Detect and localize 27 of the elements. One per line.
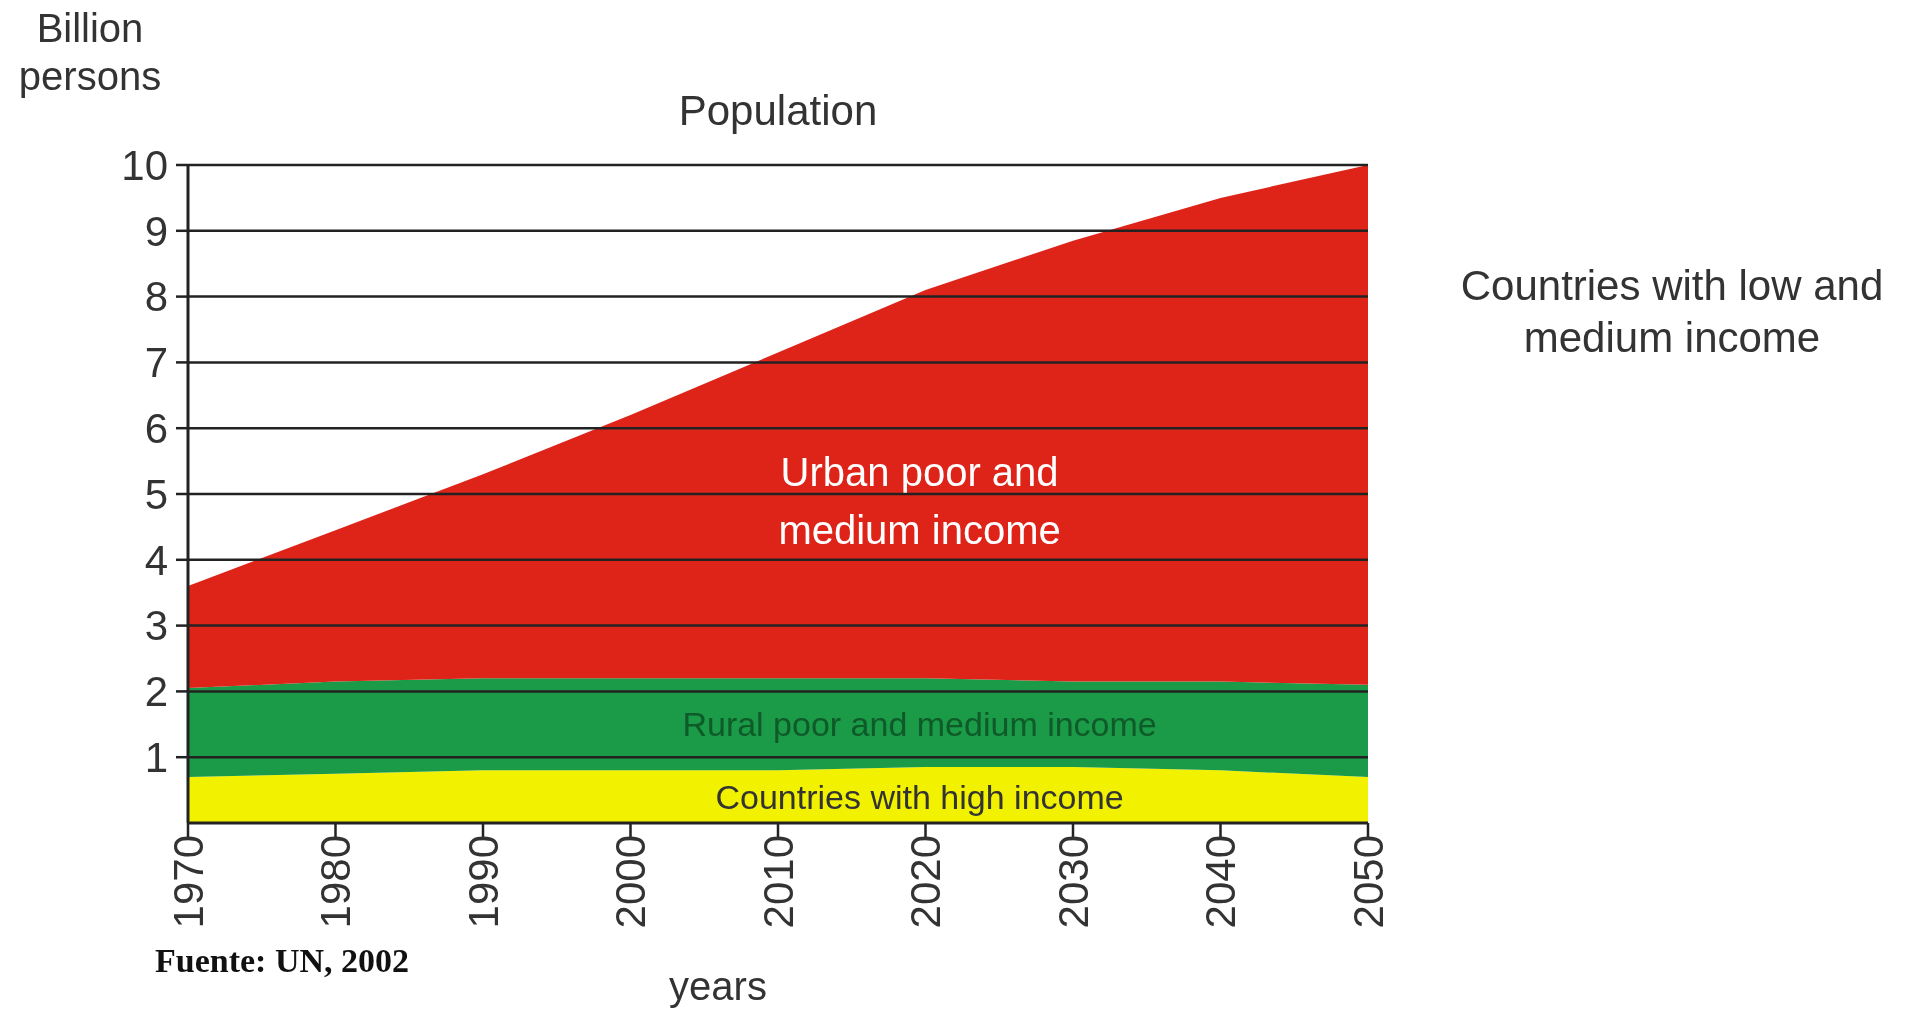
- text: Countries with low and medium income: [1460, 262, 1884, 361]
- source-note: Fuente: UN, 2002: [155, 942, 410, 979]
- y-tick-label: 5: [144, 470, 168, 518]
- x-tick-label: 2030: [1049, 835, 1097, 929]
- y-axis-title: Billion persons: [18, 6, 162, 98]
- y-tick-label: 2: [144, 668, 168, 716]
- y-tick-label: 4: [144, 536, 168, 584]
- x-tick-label: 1970: [164, 835, 212, 929]
- y-tick-label: 3: [144, 602, 168, 650]
- x-axis-title: years: [669, 964, 767, 1008]
- x-tick-label: 2050: [1344, 835, 1392, 929]
- y-tick-label: 9: [144, 207, 168, 255]
- y-tick-label: 8: [144, 273, 168, 321]
- x-tick-label: 1980: [312, 835, 360, 929]
- series-label: Rural poor and medium income: [682, 705, 1157, 744]
- x-tick-label: 2020: [902, 835, 950, 929]
- x-tick-label: 2000: [607, 835, 655, 929]
- x-tick-label: 2040: [1197, 835, 1245, 929]
- series-label: Countries with high income: [715, 777, 1124, 816]
- series-label: Urban poor and medium income: [778, 449, 1061, 552]
- y-tick-label: 6: [144, 404, 168, 452]
- y-tick-label: 10: [121, 141, 168, 189]
- chart-title: Population: [678, 87, 878, 134]
- y-tick-label: 7: [144, 339, 168, 387]
- y-tick-label: 1: [144, 733, 168, 781]
- x-tick-label: 2010: [754, 835, 802, 929]
- x-tick-label: 1990: [459, 835, 507, 929]
